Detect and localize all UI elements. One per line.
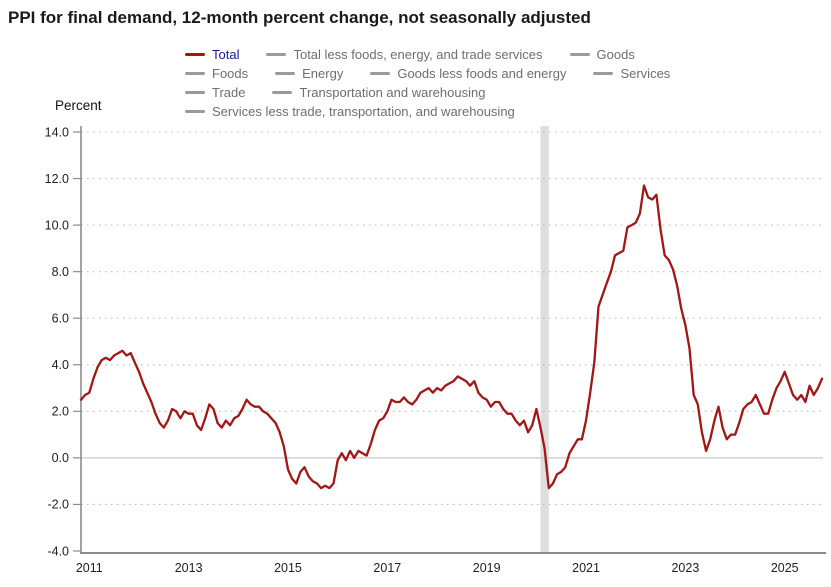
x-tick-label: 2021: [572, 561, 600, 575]
x-tick-label: 2017: [373, 561, 401, 575]
legend-line-swatch-icon: [569, 53, 590, 56]
y-tick-label: 2.0: [52, 405, 69, 419]
y-tick-label: 4.0: [52, 358, 69, 372]
recession-band: [540, 126, 549, 553]
y-tick-label: 12.0: [45, 172, 69, 186]
y-axis-unit-label: Percent: [55, 98, 102, 113]
legend-item-label: Total less foods, energy, and trade serv…: [293, 47, 543, 62]
legend-item-energy[interactable]: Energy: [275, 66, 343, 81]
x-tick-label: 2023: [671, 561, 699, 575]
legend-item-total-less-foods-energy-and-trade-services[interactable]: Total less foods, energy, and trade serv…: [266, 47, 543, 62]
x-tick-label: 2025: [771, 561, 799, 575]
y-tick-label: -2.0: [47, 498, 69, 512]
legend-line-swatch-icon: [593, 72, 614, 75]
legend-line-swatch-icon: [275, 72, 296, 75]
x-tick-label: 2015: [274, 561, 302, 575]
legend-item-label: Energy: [302, 66, 344, 81]
chart-title: PPI for final demand, 12-month percent c…: [8, 8, 591, 27]
legend-line-swatch-icon: [185, 91, 205, 94]
legend-line-swatch-icon: [185, 72, 205, 75]
y-tick-label: 10.0: [45, 218, 69, 232]
legend-line-swatch-icon: [272, 91, 293, 94]
legend-item-label: Services less trade, transportation, and…: [212, 104, 515, 119]
y-tick-label: 0.0: [52, 451, 69, 465]
chart-legend: Total Total less foods, energy, and trade…: [185, 45, 831, 121]
legend-item-total[interactable]: Total: [185, 47, 239, 62]
legend-item-services[interactable]: Services: [593, 66, 670, 81]
legend-item-label: Foods: [212, 66, 249, 81]
x-tick-label: 2013: [175, 561, 203, 575]
legend-row: Trade Transportation and warehousing: [185, 83, 831, 102]
legend-item-label: Transportation and warehousing: [299, 85, 486, 100]
legend-item-goods[interactable]: Goods: [569, 47, 635, 62]
legend-item-label: Services: [620, 66, 671, 81]
series-line-total: [79, 184, 824, 490]
y-tick-label: 6.0: [52, 312, 69, 326]
legend-item-transportation-and-warehousing[interactable]: Transportation and warehousing: [272, 85, 485, 100]
legend-item-label: Trade: [212, 85, 246, 100]
legend-line-swatch-icon: [266, 53, 287, 56]
legend-line-swatch-icon: [185, 53, 205, 56]
y-tick-label: 14.0: [45, 125, 69, 139]
legend-line-swatch-icon: [370, 72, 391, 75]
legend-item-goods-less-foods-and-energy[interactable]: Goods less foods and energy: [370, 66, 566, 81]
legend-line-swatch-icon: [185, 110, 205, 113]
legend-row: Total Total less foods, energy, and trade…: [185, 45, 831, 64]
legend-item-label: Goods: [596, 47, 635, 62]
y-tick-label: 8.0: [52, 265, 69, 279]
legend-item-trade[interactable]: Trade: [185, 85, 245, 100]
y-tick-label: -4.0: [47, 544, 69, 558]
legend-row: Foods Energy Goods less foods and energy Se…: [185, 64, 831, 83]
legend-item-label: Total: [212, 47, 240, 62]
legend-item-foods[interactable]: Foods: [185, 66, 248, 81]
legend-item-label: Goods less foods and energy: [397, 66, 567, 81]
x-tick-label: 2019: [473, 561, 501, 575]
legend-item-services-less-trade-transportation-and-warehousing[interactable]: Services less trade, transportation, and…: [185, 104, 515, 119]
x-tick-label: 2011: [76, 561, 103, 575]
legend-row: Services less trade, transportation, and…: [185, 102, 831, 121]
